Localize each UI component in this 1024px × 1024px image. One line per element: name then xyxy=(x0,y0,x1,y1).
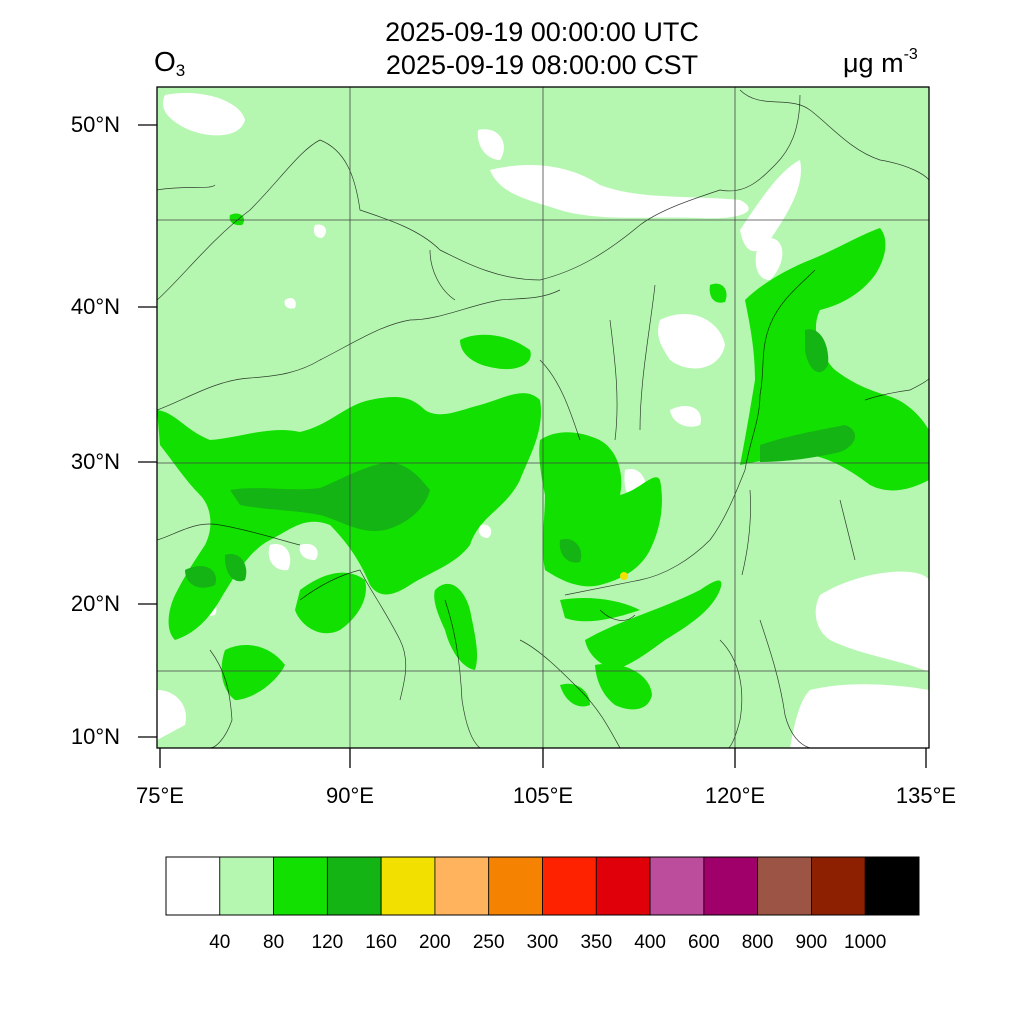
ozone-field-160-200 xyxy=(620,572,628,580)
ozone-field-below-40 xyxy=(157,92,929,748)
graticule xyxy=(157,87,929,748)
colorbar-swatch xyxy=(165,856,221,916)
map-boundaries xyxy=(157,89,929,748)
colorbar-swatch xyxy=(757,856,812,916)
lon-tick-label: 90°E xyxy=(326,783,374,808)
lat-tick-label: 30°N xyxy=(70,449,120,474)
colorbar-label: 200 xyxy=(419,932,451,953)
colorbar-label: 80 xyxy=(263,932,285,953)
lat-tick-label: 20°N xyxy=(70,591,120,616)
colorbar-swatch xyxy=(649,856,705,916)
colorbar-swatch xyxy=(326,856,382,916)
unit-label: μg m-3 xyxy=(843,46,918,78)
colorbar-label: 800 xyxy=(741,932,774,953)
colorbar-swatch xyxy=(219,856,274,916)
title-utc-time: 2025-09-19 00:00:00 UTC xyxy=(385,17,699,47)
colorbar-label: 160 xyxy=(365,932,397,953)
lon-tick-label: 120°E xyxy=(704,783,766,808)
lon-tick-label: 75°E xyxy=(136,783,184,808)
colorbar-swatch xyxy=(380,856,436,916)
colorbar-swatch xyxy=(488,856,543,916)
colorbar-label: 250 xyxy=(472,932,505,953)
colorbar-swatch xyxy=(542,856,597,916)
lat-tick-label: 50°N xyxy=(70,112,120,137)
ozone-field-120-160 xyxy=(185,329,856,588)
colorbar-swatch xyxy=(811,856,866,916)
colorbar-label: 1000 xyxy=(844,932,887,953)
colorbar-label: 40 xyxy=(209,932,231,953)
colorbar-label: 120 xyxy=(311,932,344,953)
colorbar-label: 600 xyxy=(688,932,720,953)
colorbar-label: 400 xyxy=(634,932,666,953)
colorbar-swatch xyxy=(703,856,759,916)
variable-label: O3 xyxy=(154,46,186,80)
lat-tick-label: 40°N xyxy=(70,294,120,319)
colorbar-label: 300 xyxy=(526,932,559,953)
lon-tick-label: 105°E xyxy=(512,783,574,808)
colorbar-swatch xyxy=(864,856,920,916)
colorbar-swatch xyxy=(595,856,651,916)
colorbar xyxy=(165,856,920,916)
colorbar-frame xyxy=(165,856,920,916)
colorbar-swatch xyxy=(273,856,328,916)
colorbar-label: 350 xyxy=(580,932,613,953)
lat-tick-label: 10°N xyxy=(70,724,120,749)
lon-tick-label: 135°E xyxy=(895,783,957,808)
colorbar-label: 900 xyxy=(795,932,828,953)
axis-ticks xyxy=(138,124,927,768)
title-cst-time: 2025-09-19 08:00:00 CST xyxy=(385,50,699,80)
colorbar-swatch xyxy=(434,856,490,916)
